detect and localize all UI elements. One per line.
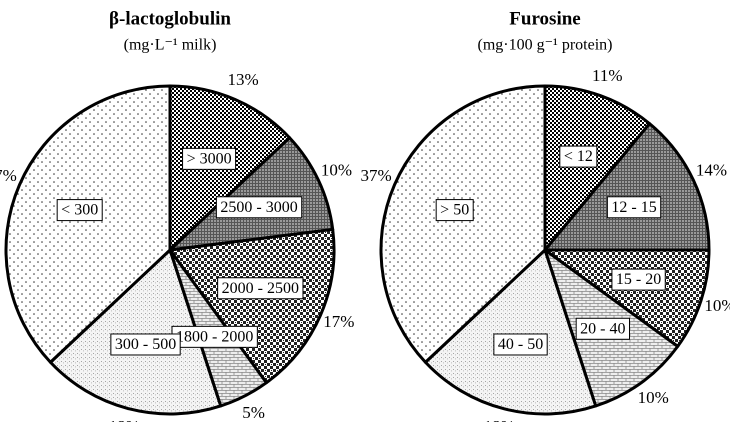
category-label-box [611, 268, 666, 291]
category-label: 15 - 20 [616, 271, 661, 288]
category-label: < 300 [61, 202, 98, 219]
category-label: 12 - 15 [611, 199, 656, 216]
value-label: 14% [696, 161, 727, 180]
category-label: > 50 [440, 202, 469, 219]
pie-slice [168, 227, 336, 385]
chart-title: β-lactoglobulin [109, 8, 231, 29]
pie-slice [48, 248, 223, 416]
chart-subtitle: (mg·L⁻¹ milk) [124, 37, 217, 54]
category-label-box [493, 333, 548, 356]
category-label-box [110, 333, 181, 356]
value-label: 18% [109, 417, 140, 422]
pie-slice [379, 84, 547, 364]
category-label: 20 - 40 [580, 320, 625, 337]
category-label-box [606, 196, 662, 219]
category-label-box [56, 199, 103, 222]
category-label-box [215, 196, 303, 219]
value-label: 37% [0, 166, 17, 185]
value-label: 37% [361, 166, 392, 185]
pie-slice [543, 248, 711, 348]
pie-slice [543, 122, 711, 252]
category-label: 2500 - 3000 [220, 199, 297, 216]
category-label: 1800 - 2000 [176, 328, 253, 345]
pie-slice [4, 84, 172, 364]
chart-subtitle: (mg·100 g⁻¹ protein) [478, 37, 613, 54]
pie-slice [168, 136, 335, 252]
chart-title: Furosine [509, 8, 580, 29]
category-label-box [559, 145, 598, 168]
value-label: 18% [484, 417, 515, 422]
pie-slice [423, 248, 598, 416]
value-label: 11% [592, 66, 623, 85]
category-label-box [575, 317, 631, 340]
category-label: > 3000 [187, 150, 232, 167]
pie-slice [543, 84, 652, 252]
value-label: 5% [242, 403, 265, 422]
value-label: 10% [321, 161, 352, 180]
category-label: 300 - 500 [115, 336, 176, 353]
value-label: 10% [704, 296, 730, 315]
category-label: < 12 [564, 148, 593, 165]
category-label: 2000 - 2500 [222, 280, 299, 297]
category-label: 40 - 50 [498, 336, 543, 353]
value-label: 13% [227, 70, 258, 89]
value-label: 17% [323, 312, 354, 331]
value-label: 10% [638, 388, 669, 407]
category-label-box [435, 199, 474, 222]
category-label-box [182, 147, 237, 170]
category-label-box [217, 277, 304, 300]
